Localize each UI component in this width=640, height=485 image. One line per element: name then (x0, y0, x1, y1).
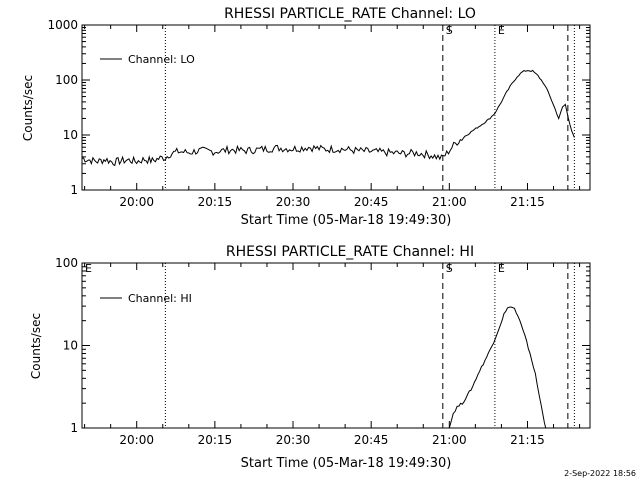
x-tick-label: 21:00 (432, 433, 467, 447)
x-tick-label: 20:30 (276, 195, 311, 209)
x-tick-label: 20:45 (354, 195, 389, 209)
event-marker-label: S (446, 24, 453, 37)
y-tick-label: 10 (63, 128, 78, 142)
x-tick-label: 20:45 (354, 433, 389, 447)
x-tick-label: 21:00 (432, 195, 467, 209)
panel-lo: RHESSI PARTICLE_RATE Channel: LO Counts/… (21, 6, 591, 228)
x-tick-label: 20:15 (198, 433, 233, 447)
plot-frame (81, 24, 591, 191)
x-tick-label: 20:00 (119, 195, 154, 209)
x-tick-label: 20:00 (119, 433, 154, 447)
x-tick-label: 20:15 (198, 195, 233, 209)
generation-timestamp: 2-Sep-2022 18:56 (564, 469, 636, 478)
series-line (81, 69, 575, 167)
panel-hi: RHESSI PARTICLE_RATE Channel: HI Counts/… (29, 244, 591, 471)
x-tick-label: 21:15 (510, 195, 545, 209)
y-axis-label: Counts/sec (29, 313, 43, 379)
y-tick-label: 1 (70, 183, 78, 197)
event-marker-label: E (498, 24, 505, 37)
event-marker-label: E (85, 262, 92, 275)
x-axis-label: Start Time (05-Mar-18 19:49:30) (241, 456, 452, 471)
chart-title: RHESSI PARTICLE_RATE Channel: HI (226, 244, 474, 260)
series-line (448, 306, 547, 429)
y-tick-label: 1000 (47, 18, 78, 32)
legend-label: Channel: HI (128, 292, 192, 305)
y-axis-label: Counts/sec (21, 75, 35, 141)
event-marker-label: S (446, 262, 453, 275)
x-tick-label: 21:15 (510, 433, 545, 447)
y-tick-label: 100 (55, 73, 78, 87)
y-tick-label: 10 (63, 339, 78, 353)
chart-title: RHESSI PARTICLE_RATE Channel: LO (224, 6, 476, 22)
plot-frame (81, 262, 591, 429)
y-tick-label: 1 (70, 421, 78, 435)
x-axis-label: Start Time (05-Mar-18 19:49:30) (241, 213, 452, 228)
event-marker-label: E (498, 262, 505, 275)
x-tick-label: 20:30 (276, 433, 311, 447)
y-tick-label: 100 (55, 256, 78, 270)
legend-label: Channel: LO (128, 53, 195, 66)
